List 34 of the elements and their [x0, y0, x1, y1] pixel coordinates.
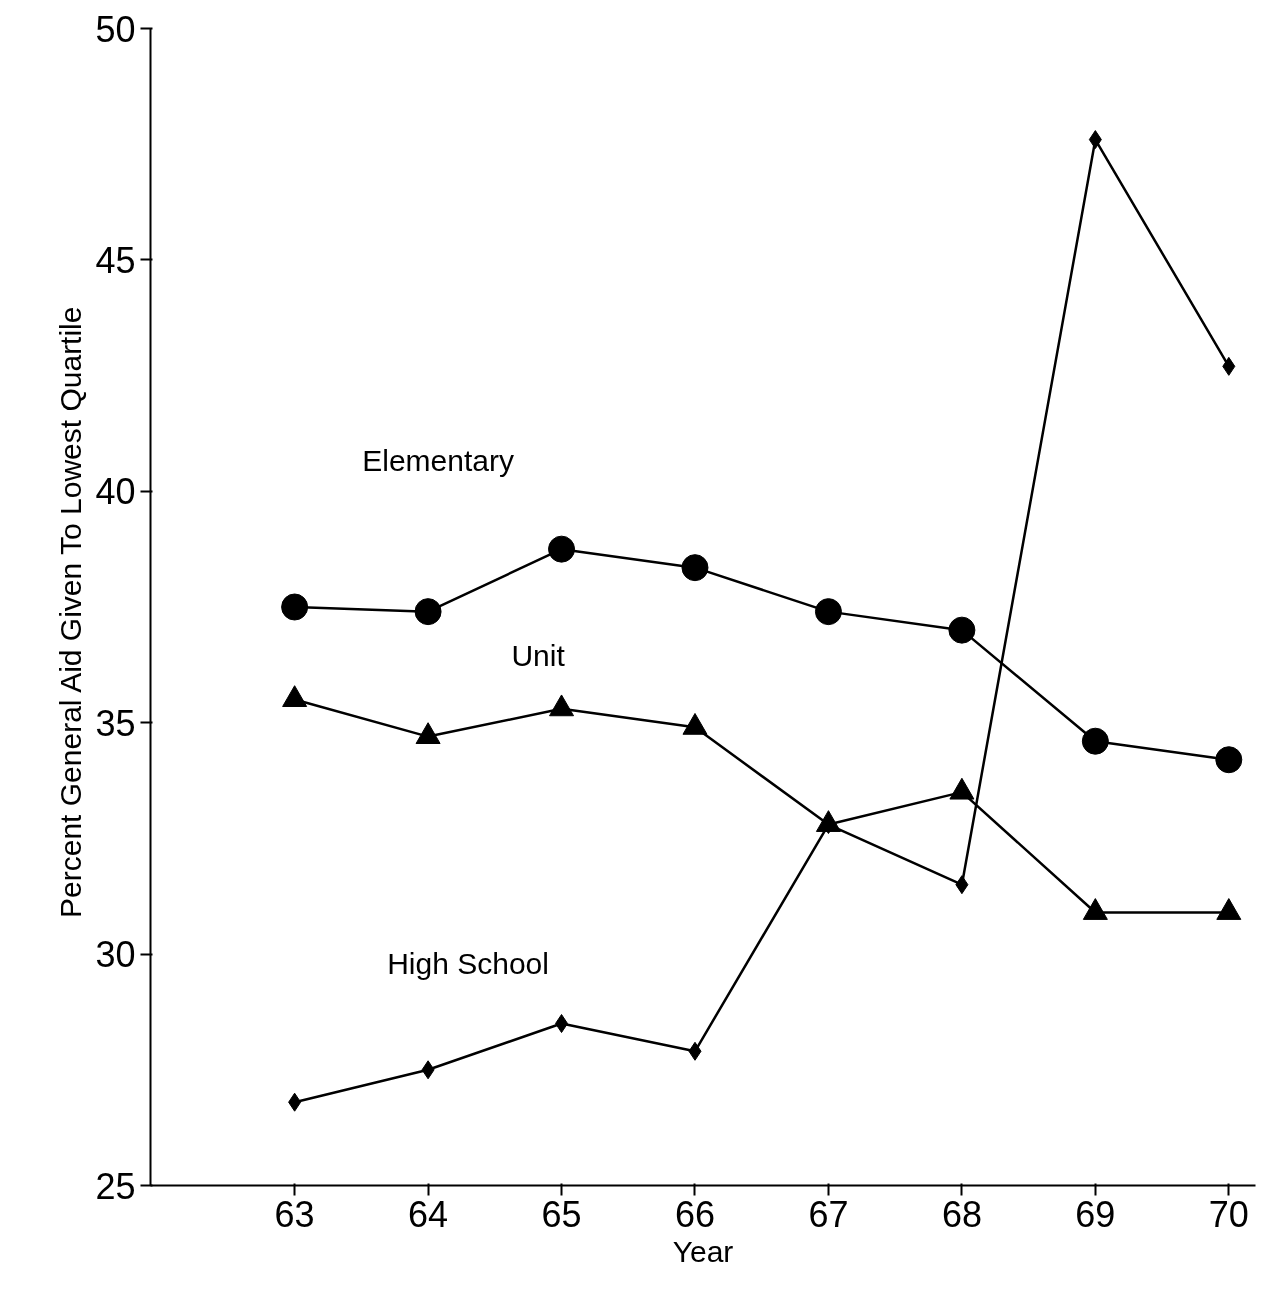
point: [1222, 356, 1236, 376]
point: [948, 616, 976, 644]
text: Elementary: [362, 443, 514, 477]
x-tick-label: 69: [1075, 1193, 1116, 1235]
x-tick-label: 63: [274, 1193, 315, 1235]
x-tick-label: 65: [541, 1193, 582, 1235]
x-tick-label: 70: [1208, 1193, 1249, 1235]
x-tick-label: 66: [674, 1193, 716, 1235]
point: [1215, 746, 1243, 774]
y-tick-label: 35: [95, 702, 136, 744]
y-tick-label: 30: [95, 934, 136, 976]
y-axis-title: Percent General Aid Given To Lowest Quartile: [54, 306, 88, 918]
point: [814, 598, 842, 626]
point: [1081, 727, 1109, 755]
point: [421, 1060, 435, 1080]
x-axis-title: Year: [672, 1234, 734, 1268]
point: [548, 535, 576, 563]
point: [555, 1014, 569, 1034]
y-tick-label: 40: [95, 471, 136, 513]
point: [1088, 130, 1102, 150]
x-tick-label: 67: [808, 1193, 849, 1235]
x-tick-label: 68: [941, 1193, 982, 1235]
point: [414, 598, 442, 626]
y-tick-label: 50: [95, 8, 136, 50]
point: [288, 1092, 302, 1112]
series-label: High School: [387, 946, 549, 980]
x-tick-label: 64: [408, 1193, 449, 1235]
y-tick-label: 25: [95, 1165, 136, 1207]
series-label: Unit: [511, 638, 566, 672]
point: [688, 1041, 702, 1061]
point: [281, 593, 309, 621]
point: [955, 875, 969, 895]
point: [681, 554, 709, 582]
y-tick-label: 45: [95, 239, 136, 281]
